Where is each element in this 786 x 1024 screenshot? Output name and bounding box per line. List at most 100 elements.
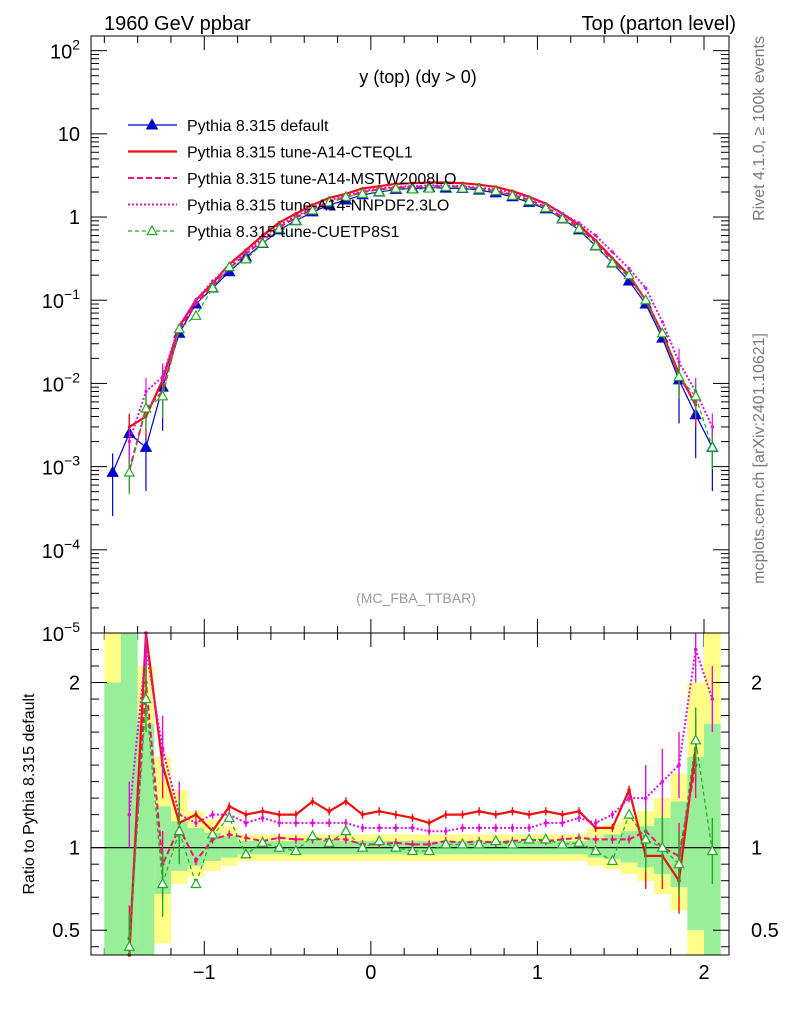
ratio-point-pythia-8-315-tune-a14-nnpdf2-3lo (294, 821, 298, 825)
y-tick-label-power: 10−2 (42, 369, 80, 396)
legend-label-pythia-8-315-tune-cuetp8s1: Pythia 8.315 tune-CUETP8S1 (187, 224, 400, 241)
point-pythia-8-315-tune-a14-nnpdf2-3lo (144, 389, 148, 394)
ratio-point-pythia-8-315-tune-a14-cteql1 (527, 812, 531, 817)
uncertainty-band (220, 836, 238, 858)
ratio-series-pythia-8-315-tune-a14-cteql1 (127, 631, 698, 957)
uncertainty-band (204, 832, 221, 861)
ratio-point-pythia-8-315-tune-a14-mstw2008lo (627, 837, 631, 842)
ratio-y-tick-label: 1 (69, 838, 80, 860)
point-pythia-8-315-tune-a14-nnpdf2-3lo (644, 286, 648, 290)
ratio-frame (90, 632, 730, 956)
ratio-point-pythia-8-315-tune-a14-mstw2008lo (244, 835, 248, 840)
ratio-point-pythia-8-315-tune-a14-nnpdf2-3lo (144, 647, 148, 652)
point-pythia-8-315-tune-a14-nnpdf2-3lo (211, 279, 215, 283)
ratio-point-pythia-8-315-tune-a14-cteql1 (427, 821, 431, 825)
y-tick-label-power: 10−3 (42, 453, 80, 480)
point-pythia-8-315-tune-a14-nnpdf2-3lo (161, 375, 165, 379)
ratio-point-pythia-8-315-tune-a14-cteql1 (543, 809, 548, 814)
point-pythia-8-315-tune-a14-cteql1 (277, 220, 281, 225)
mcplots-source-label: mcplots.cern.ch [arXiv:2401.10621] (751, 333, 768, 584)
ratio-point-pythia-8-315-tune-a14-mstw2008lo (194, 859, 198, 863)
ratio-line-pythia-8-315-tune-a14-nnpdf2-3lo (128, 649, 714, 833)
ratio-marker-pythia-8-315-tune-cuetp8s1 (573, 836, 585, 847)
marker-pythia-8-315-tune-cuetp8s1 (656, 327, 669, 338)
ratio-marker-pythia-8-315-tune-cuetp8s1 (656, 841, 669, 852)
ratio-point-pythia-8-315-tune-a14-cteql1 (244, 812, 248, 817)
ratio-marker-pythia-8-315-tune-cuetp8s1 (290, 844, 302, 856)
ratio-panel: −1 0 1 2 2 2 1 1 0.5 0.5 Ratio to Pythia 8.315 de… (21, 631, 779, 984)
ratio-point-pythia-8-315-tune-a14-mstw2008lo (610, 837, 615, 842)
y-tick-label: 1 (69, 207, 80, 229)
legend-item-pythia-8-315-tune-a14-cteql1: Pythia 8.315 tune-A14-CTEQL1 (128, 145, 413, 162)
ratio-point-pythia-8-315-tune-a14-mstw2008lo (410, 842, 415, 847)
ratio-point-pythia-8-315-tune-a14-nnpdf2-3lo (493, 826, 498, 830)
ratio-y-tick-label: 2 (69, 673, 80, 695)
ratio-point-pythia-8-315-tune-a14-mstw2008lo (593, 837, 598, 842)
legend-item-pythia-8-315-default: Pythia 8.315 default (128, 118, 329, 135)
ratio-point-pythia-8-315-tune-a14-cteql1 (310, 799, 315, 804)
ratio-marker-pythia-8-315-tune-cuetp8s1 (240, 848, 252, 859)
ratio-y-tick-label-right: 0.5 (751, 920, 779, 942)
ratio-point-pythia-8-315-tune-a14-nnpdf2-3lo (127, 812, 132, 817)
marker-pythia-8-315-tune-cuetp8s1 (689, 390, 702, 401)
ratio-marker-pythia-8-315-tune-cuetp8s1 (356, 841, 369, 852)
ratio-point-pythia-8-315-tune-a14-nnpdf2-3lo (593, 821, 598, 825)
point-pythia-8-315-tune-a14-nnpdf2-3lo (127, 439, 131, 444)
series-pythia-8-315-tune-a14-cteql1 (127, 180, 698, 449)
ratio-marker-pythia-8-315-tune-cuetp8s1 (673, 857, 685, 869)
ratio-marker-pythia-8-315-tune-cuetp8s1 (190, 877, 202, 889)
ratio-marker-pythia-8-315-tune-cuetp8s1 (456, 838, 469, 849)
y-tick-label-power: 102 (50, 37, 80, 64)
legend-label-pythia-8-315-default: Pythia 8.315 default (187, 118, 329, 135)
marker-pythia-8-315-tune-cuetp8s1 (406, 183, 419, 194)
ratio-point-pythia-8-315-tune-a14-nnpdf2-3lo (394, 826, 398, 830)
point-pythia-8-315-tune-a14-nnpdf2-3lo (244, 250, 248, 254)
y-tick-label-power: 10−1 (42, 286, 80, 313)
legend-label-pythia-8-315-tune-a14-cteql1: Pythia 8.315 tune-A14-CTEQL1 (187, 145, 413, 162)
x-tick-label: −1 (193, 962, 216, 984)
legend-marker-pythia-8-315-default (145, 118, 159, 130)
ratio-point-pythia-8-315-tune-a14-nnpdf2-3lo (643, 796, 648, 800)
ratio-marker-pythia-8-315-tune-cuetp8s1 (406, 844, 419, 856)
ratio-point-pythia-8-315-tune-a14-mstw2008lo (227, 832, 232, 837)
ratio-point-pythia-8-315-tune-a14-nnpdf2-3lo (577, 816, 581, 820)
legend-marker-pythia-8-315-tune-cuetp8s1 (146, 224, 158, 236)
ratio-point-pythia-8-315-tune-a14-nnpdf2-3lo (710, 697, 715, 701)
ratio-line-pythia-8-315-tune-a14-mstw2008lo (128, 682, 697, 939)
ratio-marker-pythia-8-315-tune-cuetp8s1 (123, 940, 136, 951)
analysis-watermark: (MC_FBA_TTBAR) (356, 590, 476, 606)
ratio-point-pythia-8-315-tune-a14-mstw2008lo (427, 842, 431, 847)
header-right-label: Top (parton level) (581, 13, 736, 35)
ratio-point-pythia-8-315-tune-a14-nnpdf2-3lo (460, 826, 465, 830)
marker-pythia-8-315-tune-cuetp8s1 (506, 189, 519, 200)
ratio-marker-pythia-8-315-tune-cuetp8s1 (423, 844, 435, 856)
ratio-point-pythia-8-315-tune-a14-cteql1 (327, 809, 332, 814)
marker-pythia-8-315-tune-cuetp8s1 (606, 256, 619, 268)
ratio-point-pythia-8-315-tune-a14-cteql1 (493, 812, 498, 817)
ratio-marker-pythia-8-315-tune-cuetp8s1 (506, 838, 519, 849)
ratio-marker-pythia-8-315-tune-cuetp8s1 (440, 838, 452, 849)
ratio-point-pythia-8-315-tune-a14-nnpdf2-3lo (627, 796, 631, 800)
ratio-point-pythia-8-315-tune-a14-nnpdf2-3lo (510, 826, 515, 830)
ratio-point-pythia-8-315-tune-a14-nnpdf2-3lo (527, 826, 531, 830)
marker-pythia-8-315-tune-cuetp8s1 (290, 214, 302, 225)
point-pythia-8-315-tune-a14-nnpdf2-3lo (660, 320, 664, 324)
series-pythia-8-315-tune-cuetp8s1 (123, 180, 719, 495)
ratio-point-pythia-8-315-tune-a14-cteql1 (444, 812, 448, 817)
ratio-point-pythia-8-315-tune-a14-nnpdf2-3lo (543, 821, 548, 825)
x-tick-label: 2 (698, 962, 709, 984)
ratio-series-pythia-8-315-tune-cuetp8s1 (123, 666, 719, 955)
marker-pythia-8-315-tune-cuetp8s1 (223, 260, 236, 272)
ratio-point-pythia-8-315-tune-a14-nnpdf2-3lo (444, 829, 448, 833)
ratio-marker-pythia-8-315-tune-cuetp8s1 (340, 824, 352, 836)
ratio-point-pythia-8-315-tune-a14-cteql1 (477, 809, 481, 814)
marker-pythia-8-315-default (106, 465, 119, 477)
ratio-point-pythia-8-315-tune-a14-nnpdf2-3lo (377, 826, 381, 830)
ratio-point-pythia-8-315-tune-a14-nnpdf2-3lo (677, 763, 681, 767)
ratio-point-pythia-8-315-tune-a14-nnpdf2-3lo (410, 826, 415, 830)
marker-pythia-8-315-tune-cuetp8s1 (423, 182, 435, 193)
y-tick-label: 10 (58, 124, 80, 146)
ratio-point-pythia-8-315-tune-a14-cteql1 (194, 812, 198, 817)
ratio-point-pythia-8-315-tune-a14-cteql1 (377, 809, 381, 814)
marker-pythia-8-315-tune-cuetp8s1 (440, 180, 452, 192)
